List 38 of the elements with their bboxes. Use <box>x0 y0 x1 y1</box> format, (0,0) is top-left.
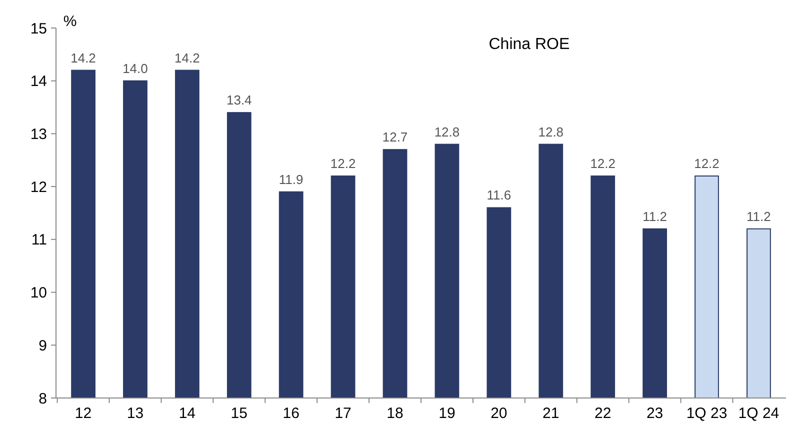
data-label: 14.2 <box>70 50 96 66</box>
y-tick-label: 15 <box>30 20 47 38</box>
x-tick-label: 23 <box>646 405 664 422</box>
data-label: 11.2 <box>642 208 667 224</box>
y-tick-label: 13 <box>30 126 47 143</box>
x-tick-label: 1Q 23 <box>686 405 728 422</box>
data-label: 11.9 <box>278 172 304 187</box>
data-label: 12.7 <box>382 130 408 145</box>
x-tick-label: 15 <box>230 405 248 422</box>
x-tick-label: 19 <box>438 405 456 422</box>
y-tick-label: 12 <box>30 178 47 196</box>
x-tick-label: 17 <box>334 405 352 422</box>
y-tick-label: 11 <box>31 232 47 249</box>
data-label: 12.2 <box>694 156 720 171</box>
x-tick-label: 18 <box>386 405 404 422</box>
y-tick-label: 8 <box>38 390 47 408</box>
x-tick-label: 22 <box>594 405 612 422</box>
data-label: 11.2 <box>746 208 771 224</box>
data-label: 14.0 <box>122 60 148 76</box>
data-label: 12.2 <box>330 156 356 171</box>
x-tick-label: 21 <box>542 405 560 422</box>
x-tick-label: 16 <box>282 405 300 422</box>
x-tick-label: 13 <box>126 405 144 422</box>
x-tick-label: 1Q 24 <box>738 405 780 422</box>
x-tick-label: 14 <box>178 405 196 422</box>
data-label: 11.6 <box>486 188 512 203</box>
y-tick-label: 14 <box>30 73 47 90</box>
data-label: 12.8 <box>538 124 564 140</box>
x-tick-label: 20 <box>490 405 508 422</box>
x-tick-label: 12 <box>74 405 92 422</box>
data-label: 13.4 <box>226 92 252 108</box>
y-tick-label: 10 <box>30 284 47 302</box>
data-label: 14.2 <box>174 50 200 66</box>
data-label: 12.2 <box>590 156 616 171</box>
text: China ROE <box>488 36 570 54</box>
data-label: 12.8 <box>434 124 460 140</box>
y-axis-title: % <box>63 13 77 30</box>
y-tick-label: 9 <box>38 337 47 354</box>
